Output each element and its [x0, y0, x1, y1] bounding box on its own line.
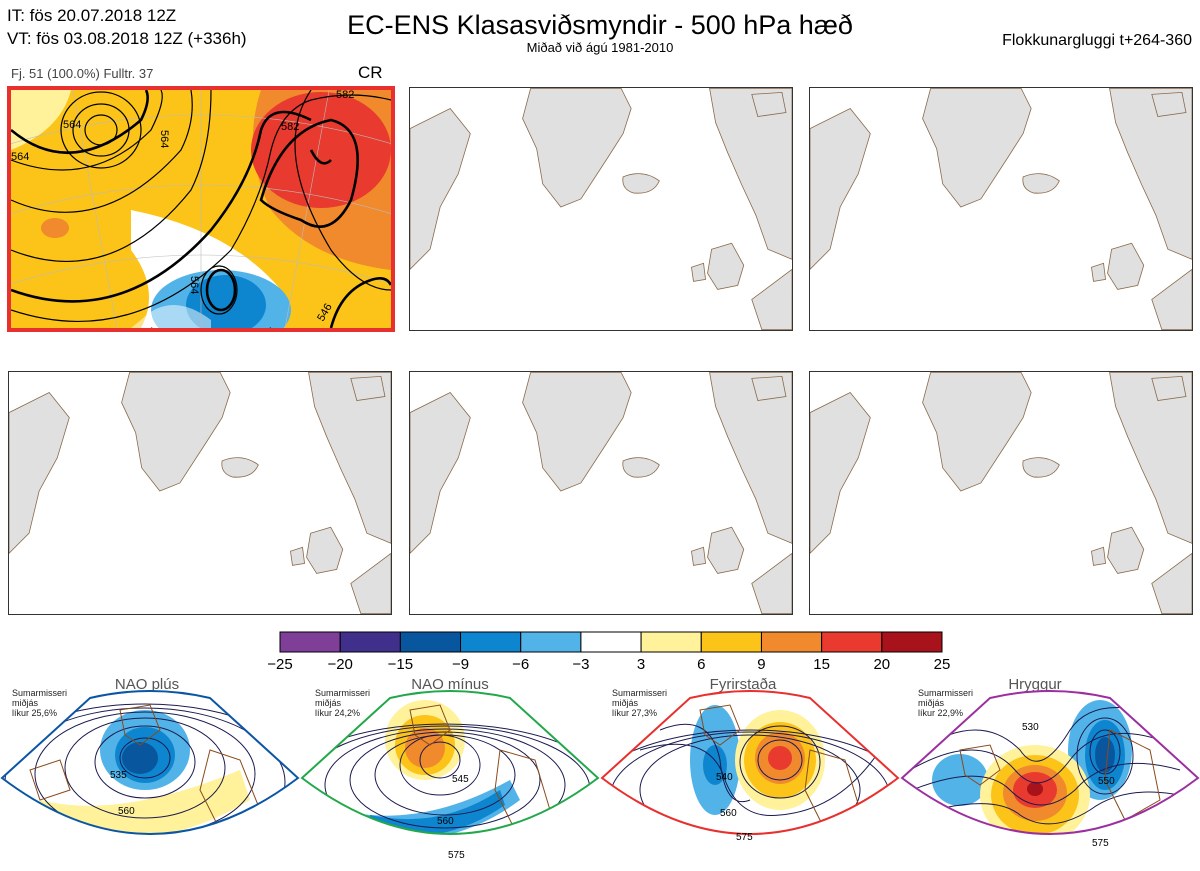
colorbar-tick-label: −6 [512, 656, 530, 673]
contour-label: 582 [281, 121, 299, 133]
regime-contour-label: 560 [720, 808, 737, 819]
regime-info-nao-plus: Sumarmisseri miðjás líkur 25,6% [12, 688, 67, 718]
regime-prob: líkur 22,9% [918, 708, 964, 718]
regime-contour-label: 540 [716, 772, 733, 783]
regime-contour-label: 530 [1022, 722, 1039, 733]
regime-prob: líkur 24,2% [315, 708, 361, 718]
header-init-valid: IT: fös 20.07.2018 12Z VT: fös 03.08.201… [7, 4, 247, 50]
regime-prob: líkur 25,6% [12, 708, 58, 718]
colorbar-tick-label: 20 [873, 656, 891, 673]
colorbar [279, 631, 943, 653]
cluster-map-1-plot: 564 564 564 582 564 546 582 [11, 90, 391, 328]
regime-title-nao-plus: NAO plús [114, 676, 180, 693]
colorbar-tick-label: 25 [933, 656, 951, 673]
contour-label: 564 [158, 130, 170, 148]
regime-contour-label: 550 [1098, 776, 1115, 787]
regime-contour-label: 575 [1092, 838, 1109, 849]
contour-label: 564 [11, 151, 29, 163]
colorbar-tick-label: 6 [697, 656, 706, 673]
regime-season: Sumarmisseri [12, 688, 68, 698]
regime-contour-label: 575 [736, 832, 753, 843]
regime-basis: miðjás [918, 698, 945, 708]
colorbar-bin [339, 631, 401, 653]
regime-basis: miðjás [315, 698, 342, 708]
classification-window-label: Flokkunargluggi t+264-360 [1002, 32, 1192, 49]
regime-season: Sumarmisseri [612, 688, 668, 698]
cluster-map-2[interactable] [409, 87, 793, 331]
page-subtitle: Miðað við ágú 1981-2010 [526, 40, 674, 55]
colorbar-tick-label: −25 [267, 656, 293, 673]
cluster-map-4-plot [9, 372, 391, 614]
contour-label: 582 [336, 90, 354, 101]
contour-label: 564 [188, 276, 200, 294]
colorbar-bin [520, 631, 582, 653]
colorbar-bin [580, 631, 642, 653]
regime-map-fyrirstada: 540 560 575 [600, 690, 900, 843]
regime-prob: líkur 27,3% [612, 708, 658, 718]
regime-title-hryggur: Hryggur [1008, 676, 1062, 693]
regime-map-nao-plus: 535 560 [0, 690, 300, 835]
valid-time-label: VT: fös 03.08.2018 12Z (+336h) [7, 29, 247, 48]
regime-code-label: CR [358, 63, 383, 82]
regime-contour-label: 560 [118, 806, 135, 817]
regime-contour-label: 535 [110, 770, 127, 781]
cluster-info-label: Fj. 51 (100.0%) Fulltr. 37 [11, 66, 154, 81]
regime-map-hryggur: 530 550 575 [900, 690, 1200, 849]
colorbar-bin [760, 631, 823, 653]
colorbar-bin [700, 631, 762, 653]
contour-label: 564 [63, 119, 81, 131]
colorbar-tick-label: 9 [757, 656, 766, 673]
colorbar-tick-label: 3 [636, 656, 646, 673]
regime-map-nao-minus: 545 560 575 [300, 690, 600, 861]
colorbar-tick-label: −20 [327, 656, 353, 673]
colorbar-bin [460, 631, 522, 653]
regime-title-fyrirstada: Fyrirstaða [709, 676, 777, 693]
cluster-map-5[interactable] [409, 371, 793, 615]
regime-season: Sumarmisseri [918, 688, 974, 698]
colorbar-tick-label: −3 [572, 656, 590, 673]
cluster-map-6-plot [810, 372, 1192, 614]
regime-contour-label: 575 [448, 850, 465, 861]
colorbar-tick-label: −15 [387, 656, 414, 673]
regime-title-nao-minus: NAO mínus [411, 676, 489, 693]
cluster-map-2-plot [410, 88, 792, 330]
regime-contour-label: 545 [452, 774, 469, 785]
regime-info-hryggur: Sumarmisseri miðjás líkur 22,9% [918, 688, 973, 718]
colorbar-tick-label: 15 [813, 656, 830, 673]
regime-basis: miðjás [12, 698, 39, 708]
colorbar-bin [399, 631, 462, 653]
init-time-label: IT: fös 20.07.2018 12Z [7, 6, 177, 25]
cluster-map-5-plot [410, 372, 792, 614]
regime-info-nao-minus: Sumarmisseri miðjás líkur 24,2% [315, 688, 370, 718]
regime-season: Sumarmisseri [315, 688, 371, 698]
page-title: EC-ENS Klasasviðsmyndir - 500 hPa hæð [347, 10, 853, 40]
regime-basis: miðjás [612, 698, 639, 708]
colorbar-bin [279, 631, 341, 653]
regime-contour-label: 560 [437, 816, 454, 827]
cluster-map-3-plot [810, 88, 1192, 330]
colorbar-bin [821, 631, 883, 653]
cluster-map-3[interactable] [809, 87, 1193, 331]
cluster-map-4[interactable] [8, 371, 392, 615]
colorbar-bin [881, 631, 943, 653]
colorbar-bin [640, 631, 702, 653]
cluster-map-1[interactable]: 564 564 564 582 564 546 582 [7, 86, 395, 332]
cluster-map-6[interactable] [809, 371, 1193, 615]
colorbar-tick-label: −9 [451, 656, 470, 673]
regime-info-fyrirstada: Sumarmisseri miðjás líkur 27,3% [612, 688, 667, 718]
